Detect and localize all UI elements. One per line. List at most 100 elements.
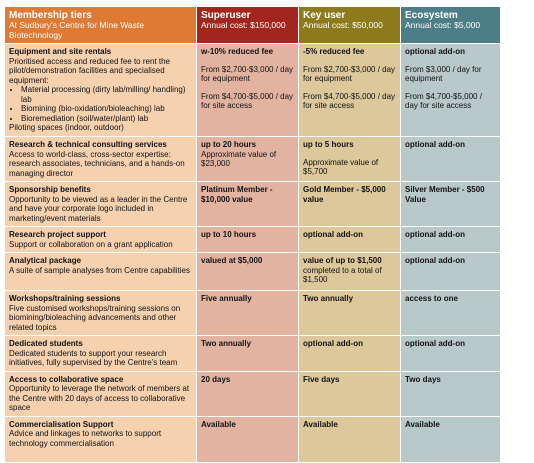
tier-cell: Two annually (196, 335, 299, 372)
table-row: Dedicated students Dedicated students to … (4, 335, 501, 372)
tier-cell: Available (196, 415, 299, 463)
tier-cell: 20 days (196, 370, 299, 417)
cell-paragraph: From $4,700-$5,000 / day for site access (201, 91, 294, 111)
tier-cell: optional add-on (400, 335, 501, 372)
tier-cell: optional add-on (400, 136, 501, 182)
tier-cell: w-10% reduced fee From $2,700-$3,000 / da… (196, 43, 299, 137)
tier-cell: Silver Member - $500 Value (400, 181, 501, 227)
table-row: Sponsorship benefits Opportunity to be vi… (4, 181, 501, 227)
cell-title: Two annually (201, 339, 252, 348)
table-row: Equipment and site rentals Prioritised ac… (4, 43, 501, 137)
row-label-cell: Sponsorship benefits Opportunity to be vi… (4, 181, 197, 227)
tier-cell: Five annually (196, 290, 299, 336)
cell-title: Silver Member - $500 Value (405, 185, 485, 204)
cell-title: -5% reduced fee (303, 47, 365, 56)
cell-title: optional add-on (405, 256, 465, 265)
tier-cell: Platinum Member - $10,000 value (196, 181, 299, 227)
header-cell: Membership tiers At Sudbury's Centre for … (4, 6, 197, 44)
row-label-cell: Commercialisation Support Advice and link… (4, 415, 197, 463)
cell-title: Workshops/training sessions (9, 294, 121, 303)
cell-title: up to 5 hours (303, 140, 354, 149)
tier-cell: up to 10 hours (196, 226, 299, 253)
row-label-cell: Workshops/training sessions Five customis… (4, 290, 197, 336)
cell-title: Five days (303, 374, 340, 384)
cell-paragraph: From $2,700-$3,000 / day for equipment (201, 64, 294, 84)
row-label-cell: Analytical package A suite of sample anal… (4, 252, 197, 291)
cell-text: Access to world-class, cross-sector expe… (9, 149, 185, 178)
tier-cell: optional add-on (298, 226, 401, 253)
bullet-item: Biomining (bio-oxidation/bioleaching) la… (21, 104, 192, 114)
cell-paragraph: From $2,700-$3,000 / day for equipment (303, 64, 396, 84)
tier-cell: optional add-on From $3,000 / day for equ… (400, 43, 501, 137)
table-row: Research & technical consulting services… (4, 136, 501, 182)
cell-title: Platinum Member - $10,000 value (201, 185, 273, 204)
header-title: Ecosystem (405, 10, 458, 21)
bullet-list: Material processing (dirty lab/milling/ … (9, 85, 192, 123)
header-title: Membership tiers (9, 10, 92, 21)
cell-text: Approximate value of $23,000 (201, 149, 277, 169)
header-title: Superuser (201, 10, 251, 21)
cell-title: w-10% reduced fee (201, 47, 274, 56)
tier-cell: Two days (400, 370, 501, 417)
cell-title: optional add-on (303, 230, 363, 239)
cell-paragraph: From $3,000 / day for equipment (405, 64, 482, 84)
cell-title: access to one (405, 294, 458, 303)
header-title: Key user (303, 10, 346, 21)
cell-title: Five annually (201, 294, 252, 303)
tier-cell: up to 5 hours Approximate value of $5,700 (298, 136, 401, 182)
table-row: Access to collaborative space Opportunity… (4, 370, 501, 417)
bullet-item: Material processing (dirty lab/milling/ … (21, 85, 192, 104)
tier-cell: Two annually (298, 290, 401, 336)
cell-text: Piloting spaces (indoor, outdoor) (9, 123, 124, 132)
cell-title: Available (201, 419, 236, 429)
table-row: Research project support Support or colla… (4, 226, 501, 253)
tier-cell: Available (298, 415, 401, 463)
cell-title: Research project support (9, 230, 106, 239)
table-row: Workshops/training sessions Five customis… (4, 290, 501, 336)
membership-table: Membership tiers At Sudbury's Centre for … (4, 6, 501, 463)
cell-text: Opportunity to be viewed as a leader in … (9, 194, 188, 223)
cell-title: optional add-on (405, 140, 465, 149)
cell-title: valued at $5,000 (201, 256, 263, 265)
cell-paragraph: From $4,700-$5,000 / day for site access (303, 91, 396, 111)
cell-title: optional add-on (303, 339, 363, 348)
table-row: Analytical package A suite of sample anal… (4, 252, 501, 291)
row-label-cell: Dedicated students Dedicated students to … (4, 335, 197, 372)
cell-text: Dedicated students to support your resea… (9, 348, 178, 368)
header-cell: Key user Annual cost: $50,000 (298, 6, 401, 44)
cell-paragraph: Approximate value of $5,700 (303, 157, 379, 177)
tier-cell: value of up to $1,500 completed to a tota… (298, 252, 401, 291)
cell-text: A suite of sample analyses from Centre c… (9, 265, 190, 275)
tier-cell: Five days (298, 370, 401, 417)
tier-cell: optional add-on (400, 252, 501, 291)
cell-title: Commercialisation Support (9, 419, 114, 429)
bullet-item: Bioremediation (soil/water/plant) lab (21, 114, 192, 124)
cell-text: Prioritised access and reduced fee to re… (9, 56, 170, 85)
tier-cell: access to one (400, 290, 501, 336)
cell-title: Sponsorship benefits (9, 185, 91, 194)
tier-cell: valued at $5,000 (196, 252, 299, 291)
row-label-cell: Access to collaborative space Opportunity… (4, 370, 197, 417)
cell-title: Available (405, 419, 440, 429)
cell-title: Dedicated students (9, 339, 83, 348)
cell-text: Advice and linkages to networks to suppo… (9, 429, 162, 448)
cell-title: optional add-on (405, 339, 465, 348)
cell-text: Five customised workshops/training sessi… (9, 303, 181, 332)
cell-title: up to 10 hours (201, 230, 257, 239)
row-label-cell: Research project support Support or colla… (4, 226, 197, 253)
cell-title: Two days (405, 374, 441, 384)
cell-title: optional add-on (405, 47, 465, 56)
tier-cell: Available (400, 415, 501, 463)
cell-title: optional add-on (405, 230, 465, 239)
tier-cell: optional add-on (400, 226, 501, 253)
tier-cell: -5% reduced fee From $2,700-$3,000 / day … (298, 43, 401, 137)
table-row: Commercialisation Support Advice and link… (4, 415, 501, 463)
tier-cell: optional add-on (298, 335, 401, 372)
row-label-cell: Equipment and site rentals Prioritised ac… (4, 43, 197, 137)
cell-text: completed to a total of $1,500 (303, 265, 382, 285)
header-cell: Superuser Annual cost: $150,000 (196, 6, 299, 44)
cell-title: up to 20 hours (201, 140, 257, 149)
cell-title: Equipment and site rentals (9, 47, 112, 56)
cell-paragraph: From $4,700-$5,000 / day for site access (405, 91, 482, 111)
